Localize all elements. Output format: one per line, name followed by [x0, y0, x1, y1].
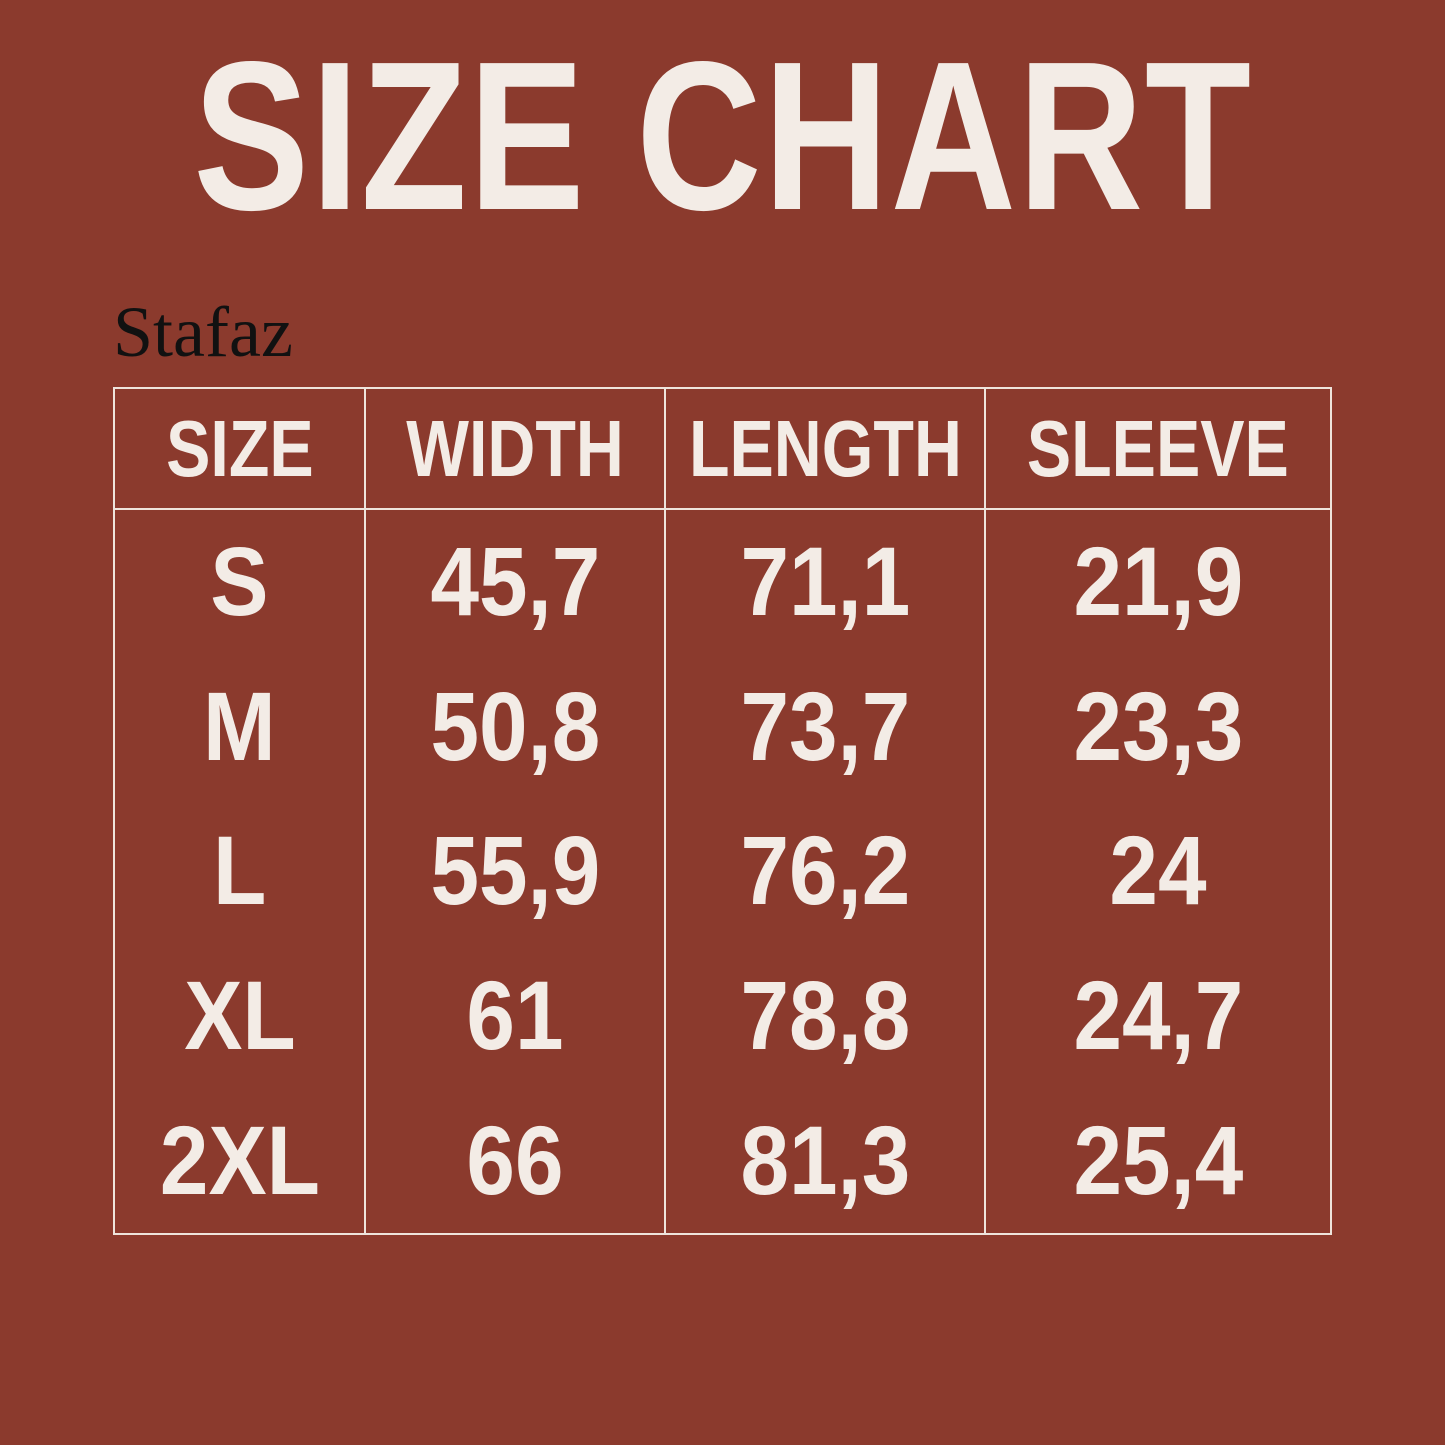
cell-value: 78,8	[740, 961, 910, 1071]
cell-length: 73,7	[666, 654, 986, 800]
cell-value: L	[212, 816, 267, 926]
cell-value: 81,3	[740, 1105, 910, 1215]
cell-length: 81,3	[666, 1088, 986, 1233]
brand-name: Stafaz	[113, 292, 293, 372]
header-size: SIZE	[115, 389, 366, 510]
cell-size: S	[115, 510, 366, 655]
cell-sleeve: 24,7	[986, 944, 1330, 1089]
header-label: SIZE	[165, 403, 314, 493]
cell-value: M	[203, 671, 276, 781]
cell-value: 23,3	[1073, 671, 1243, 781]
header-label: WIDTH	[406, 403, 624, 493]
size-table: SIZE WIDTH LENGTH SLEEVE S 45,7 71,1 21,9 M 50,8 7…	[113, 387, 1332, 1235]
cell-sleeve: 25,4	[986, 1088, 1330, 1233]
cell-length: 78,8	[666, 943, 986, 1089]
cell-size: M	[115, 654, 366, 800]
title-text: SIZE CHART	[192, 17, 1253, 254]
cell-value: 45,7	[430, 527, 600, 637]
cell-value: 55,9	[430, 816, 600, 926]
header-width: WIDTH	[366, 389, 666, 510]
cell-value: 50,8	[430, 671, 600, 781]
cell-value: 71,1	[740, 527, 910, 637]
cell-value: 25,4	[1073, 1105, 1243, 1215]
cell-width: 55,9	[366, 799, 666, 944]
cell-value: 61	[466, 961, 564, 1071]
cell-width: 61	[366, 943, 666, 1089]
cell-size: L	[115, 799, 366, 944]
cell-sleeve: 24	[986, 799, 1330, 944]
cell-size: 2XL	[115, 1088, 366, 1233]
cell-value: 66	[466, 1105, 564, 1215]
cell-value: 73,7	[740, 671, 910, 781]
header-label: SLEEVE	[1026, 403, 1289, 493]
cell-value: S	[210, 527, 269, 637]
page-title: SIZE CHART	[0, 30, 1445, 242]
header-length: LENGTH	[666, 389, 986, 510]
cell-width: 45,7	[366, 510, 666, 655]
cell-value: 2XL	[159, 1105, 320, 1215]
cell-value: 24	[1109, 816, 1207, 926]
cell-width: 66	[366, 1088, 666, 1233]
cell-value: 76,2	[740, 816, 910, 926]
cell-value: 24,7	[1073, 961, 1243, 1071]
cell-length: 71,1	[666, 510, 986, 655]
cell-value: XL	[183, 961, 296, 1071]
cell-width: 50,8	[366, 654, 666, 800]
cell-size: XL	[115, 943, 366, 1089]
cell-sleeve: 21,9	[986, 510, 1330, 655]
cell-length: 76,2	[666, 799, 986, 944]
header-label: LENGTH	[688, 403, 962, 493]
header-sleeve: SLEEVE	[986, 389, 1330, 510]
cell-value: 21,9	[1073, 527, 1243, 637]
cell-sleeve: 23,3	[986, 655, 1330, 800]
